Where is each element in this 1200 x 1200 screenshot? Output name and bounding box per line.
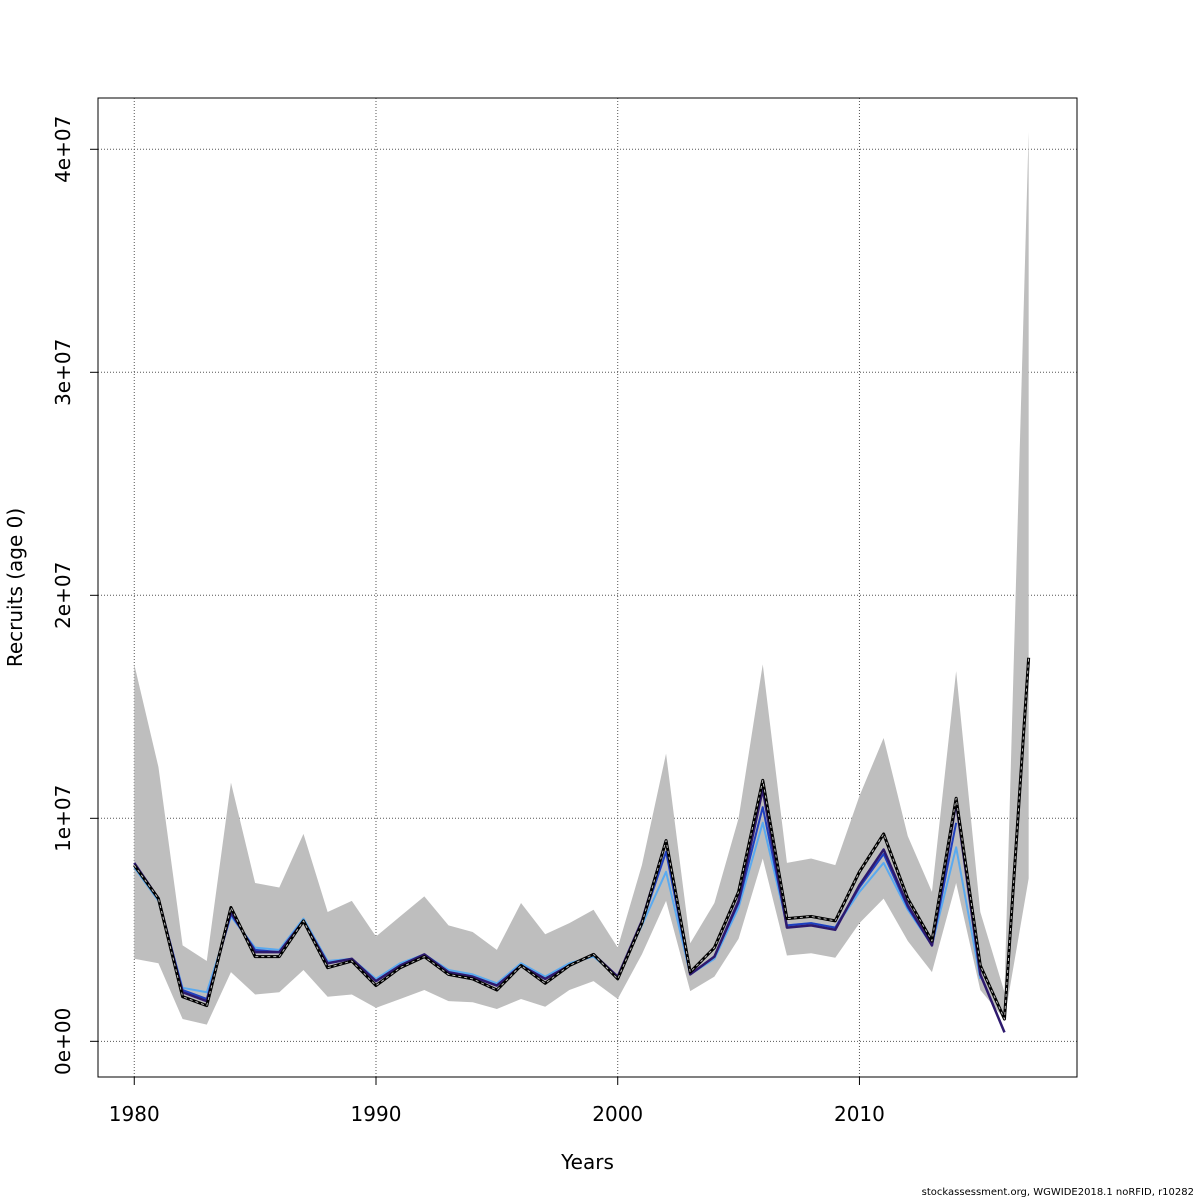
series-layer xyxy=(133,657,1031,1033)
x-tick-label: 1990 xyxy=(351,1102,402,1126)
footer-credit: stockassessment.org, WGWIDE2018.1 noRFID… xyxy=(921,1187,1194,1198)
y-tick-label: 2e+07 xyxy=(51,562,75,629)
x-axis-title: Years xyxy=(560,1150,614,1174)
confidence-band-layer xyxy=(134,131,1029,1025)
y-tick-label: 4e+07 xyxy=(51,116,75,183)
y-tick-label: 0e+00 xyxy=(51,1008,75,1075)
y-axis-title: Recruits (age 0) xyxy=(3,508,27,667)
grid-lines xyxy=(98,98,1077,1077)
plot-area-frame xyxy=(97,97,1078,1078)
x-axis: 1980 1990 2000 2010 xyxy=(109,1077,885,1126)
x-tick-label: 2000 xyxy=(592,1102,643,1126)
y-axis: 0e+00 1e+07 2e+07 3e+07 4e+07 xyxy=(51,116,98,1075)
x-tick-label: 2010 xyxy=(834,1102,885,1126)
y-tick-label: 1e+07 xyxy=(51,785,75,852)
series-line-0 xyxy=(133,657,1030,1020)
x-tick-label: 1980 xyxy=(109,1102,160,1126)
y-tick-label: 3e+07 xyxy=(51,339,75,406)
confidence-band xyxy=(134,131,1029,1025)
